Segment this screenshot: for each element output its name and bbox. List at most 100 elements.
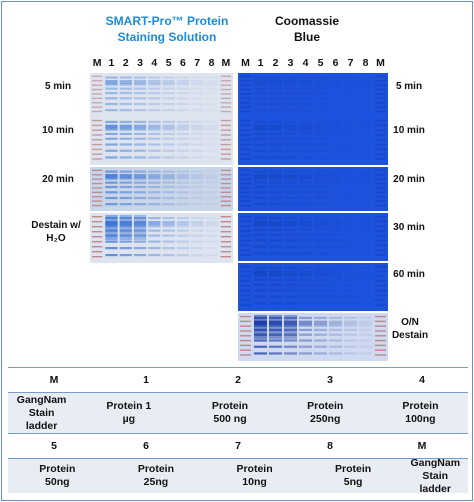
gel-band [299, 295, 312, 298]
ladder-band [240, 339, 251, 342]
gel-band [329, 233, 342, 236]
gel-band [119, 102, 132, 106]
lane-label: 2 [122, 57, 129, 69]
gel-band [254, 174, 267, 179]
gel-band [162, 91, 175, 95]
gel-band [359, 233, 372, 236]
gel-band [314, 220, 327, 225]
gel-band [119, 217, 132, 220]
gel-band [329, 216, 342, 220]
gel-smear [254, 314, 267, 339]
ladder-band [240, 102, 251, 104]
gel-band [269, 170, 282, 173]
gel-band [205, 196, 218, 200]
gel-band [329, 128, 342, 131]
ladder-band [240, 88, 251, 91]
gel-coomassie-30min [238, 213, 388, 261]
gel-band [269, 316, 282, 320]
gel-band [284, 302, 297, 305]
gel-band [344, 143, 357, 146]
gel-band [162, 229, 175, 232]
gel-band [254, 156, 267, 159]
ladder-band [92, 226, 103, 228]
gel-band [176, 91, 190, 95]
gel-band [314, 181, 327, 184]
ladder-band [375, 230, 386, 232]
gel-band [176, 170, 190, 173]
gel-band [299, 181, 312, 184]
gel-band [299, 177, 312, 180]
table-cell: Protein 5ng [335, 463, 372, 488]
ladder-band [240, 204, 251, 207]
gel-band [299, 333, 312, 336]
gel-band [359, 156, 372, 158]
gel-band [329, 87, 342, 90]
gel-band [162, 132, 175, 136]
gel-band [329, 102, 342, 106]
gel-band [344, 345, 357, 348]
gel-band [314, 295, 327, 298]
gel-band [314, 170, 327, 173]
gel-band [105, 109, 118, 112]
ladder-band [375, 174, 386, 176]
gel-band [359, 345, 372, 348]
lane-label: 3 [287, 57, 294, 69]
lane-label: 7 [347, 57, 354, 69]
ladder-band [240, 200, 251, 202]
gel-band [176, 234, 190, 237]
gel-band [119, 174, 132, 179]
gel-band [269, 83, 282, 86]
gel-band [329, 289, 342, 292]
ladder-band [92, 158, 103, 160]
gel-background [238, 117, 388, 165]
gel-band [254, 252, 267, 255]
gel-band [148, 196, 161, 200]
gel-band [284, 185, 297, 189]
gel-band [148, 132, 161, 136]
gel-band [344, 266, 357, 270]
gel-band [344, 124, 357, 129]
table-cell: Protein 100ng [402, 400, 439, 425]
ladder-band [92, 196, 103, 198]
gel-band [205, 181, 218, 184]
gel-band [284, 76, 297, 79]
gel-band [254, 132, 267, 136]
gel-band [176, 137, 190, 140]
gel-band [191, 196, 204, 200]
gel-band [299, 345, 312, 348]
gel-band [133, 102, 147, 106]
gel-band [191, 137, 204, 140]
gel-band [344, 120, 357, 124]
gel-band [329, 283, 342, 286]
gel-band [191, 247, 204, 250]
gel-band [269, 333, 282, 336]
gel-band [329, 132, 342, 136]
gel-band [205, 97, 217, 99]
ladder-band [240, 119, 251, 122]
ladder-band [92, 148, 103, 151]
gel-band [254, 109, 267, 112]
gel-band [162, 174, 175, 179]
ladder-band [92, 124, 103, 127]
gel-band [205, 124, 218, 129]
ladder-band [220, 226, 231, 228]
ladder-band [375, 124, 386, 127]
gel-band [269, 328, 282, 332]
gel-band [344, 228, 357, 232]
gel-band [344, 333, 357, 336]
gel-band [299, 91, 312, 95]
gel-band [105, 102, 118, 106]
gel-band [269, 191, 282, 194]
gel-band [205, 203, 218, 206]
gel-band [314, 302, 327, 305]
row-label-right: 5 min [395, 81, 423, 92]
gel-band [329, 137, 342, 140]
gel-band [191, 76, 204, 79]
gel-band [162, 156, 175, 159]
gel-band [254, 185, 267, 189]
ladder-band [220, 80, 231, 82]
ladder-band [240, 239, 251, 242]
gel-band [162, 80, 175, 85]
gel-band [269, 137, 282, 140]
gel-band [344, 137, 357, 140]
